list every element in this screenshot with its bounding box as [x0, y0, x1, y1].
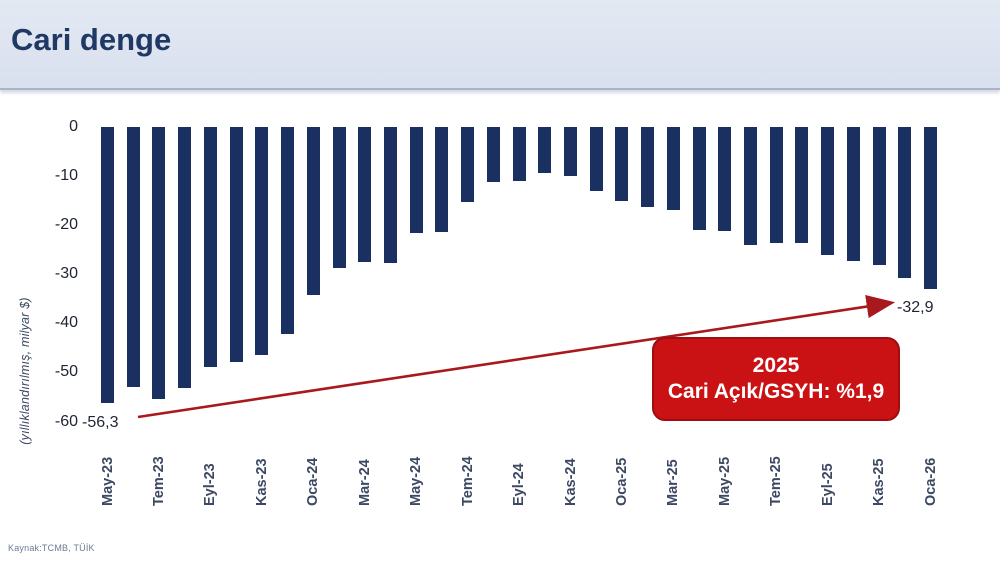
x-tick-label: Tem-25	[768, 456, 785, 506]
bar-Haz-23	[126, 127, 140, 388]
bar-Tem-24	[461, 127, 475, 202]
bar-Şub-25	[641, 127, 655, 207]
current-account-bar-chart: (yıllıklandırılmış, milyar $) 0 -10 -20 -30…	[0, 88, 1000, 563]
x-tick-label: Oca-26	[922, 457, 939, 506]
x-tick-label: Eyl-24	[511, 463, 527, 506]
bar-May-23	[101, 127, 114, 404]
y-tick-label: -60	[54, 412, 78, 430]
x-tick-label: Eyl-23	[202, 463, 219, 506]
y-tick-label: -20	[54, 216, 78, 234]
bar-Eyl-24	[512, 127, 526, 181]
x-tick-label: Kas-25	[871, 458, 888, 506]
callout-2025-cari-acik-gsyh: 2025 Cari Açık/GSYH: %1,9	[652, 337, 900, 421]
bar-May-24	[409, 127, 423, 233]
first-bar-value-label: -56,3	[82, 414, 119, 431]
y-tick-label: 0	[69, 118, 78, 135]
bar-Tem-25	[769, 127, 783, 243]
bar-Eki-24	[538, 127, 552, 173]
x-tick-label: Kas-24	[562, 458, 579, 506]
y-tick-label: -40	[54, 314, 78, 332]
bar-Eki-25	[846, 127, 860, 261]
bar-Ağu-23	[178, 127, 192, 389]
bar-Oca-25	[615, 127, 629, 201]
bar-Ağu-25	[795, 127, 809, 243]
x-tick-label: Eyl-25	[819, 463, 836, 506]
source-note: Kaynak:TCMB, TÜİK	[8, 543, 95, 553]
bar-Kas-25	[872, 127, 886, 265]
bar-Ara-25	[898, 127, 912, 278]
x-tick-label: Tem-23	[150, 456, 167, 506]
page-title: Cari denge	[11, 22, 172, 57]
bar-Kas-23	[255, 127, 269, 356]
bar-Mar-25	[666, 127, 680, 211]
bar-Ara-23	[281, 127, 294, 334]
x-tick-label: Oca-24	[305, 457, 322, 506]
bar-Nis-24	[383, 127, 397, 264]
x-tick-label: May-23	[99, 456, 116, 506]
bar-Haz-24	[435, 127, 449, 232]
bar-Ara-24	[589, 127, 603, 191]
x-tick-label: May-24	[408, 456, 425, 506]
bar-Oca-26	[924, 127, 937, 289]
bar-Nis-25	[692, 127, 706, 231]
y-tick-label: -10	[54, 167, 78, 185]
last-bar-value-label: -32,9	[897, 299, 934, 316]
x-tick-label: Mar-25	[665, 459, 682, 506]
bar-Kas-24	[564, 127, 577, 177]
bar-Ağu-24	[486, 127, 500, 182]
x-tick-label: Oca-25	[613, 457, 630, 506]
bar-Eyl-25	[821, 127, 835, 255]
x-tick-label: Kas-23	[253, 458, 270, 506]
bar-May-25	[718, 127, 732, 231]
bar-Eyl-23	[203, 127, 217, 367]
bar-Şub-24	[332, 127, 346, 268]
callout-year: 2025	[752, 354, 800, 377]
callout-ratio: Cari Açık/GSYH: %1,9	[667, 380, 885, 403]
x-tick-label: Tem-24	[459, 456, 476, 506]
y-tick-label: -50	[54, 363, 78, 381]
x-tick-label: Mar-24	[356, 459, 373, 506]
bar-Mar-24	[358, 127, 372, 262]
x-tick-label: May-25	[716, 456, 733, 506]
bar-Oca-24	[306, 127, 320, 295]
bar-Haz-25	[744, 127, 757, 245]
y-tick-label: -30	[54, 265, 78, 283]
bar-Eki-23	[229, 127, 243, 362]
bar-Tem-23	[152, 127, 166, 399]
header-band: Cari denge	[0, 0, 1000, 90]
